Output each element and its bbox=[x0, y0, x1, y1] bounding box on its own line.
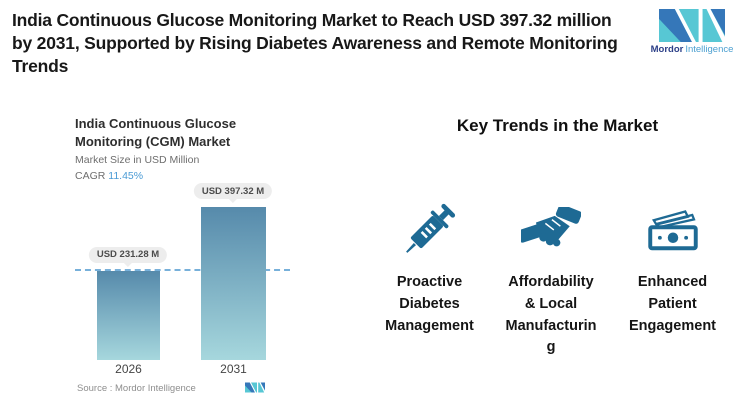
chart-title: India Continuous Glucose Monitoring (CGM… bbox=[75, 116, 237, 149]
axis-label-2026: 2026 bbox=[115, 362, 142, 376]
page-title: India Continuous Glucose Monitoring Mark… bbox=[12, 10, 618, 76]
trend-item-proactive-diabetes: Proactive Diabetes Management bbox=[372, 192, 487, 359]
handshake-icon bbox=[521, 192, 581, 266]
logo-brand-bold: Mordor bbox=[650, 44, 684, 55]
cagr-value: 11.45% bbox=[108, 170, 144, 183]
axis-label-2031: 2031 bbox=[220, 362, 247, 376]
mordor-intelligence-logo: Mordor Intelligence bbox=[646, 9, 738, 55]
chart-subtitle: Market Size in USD Million bbox=[75, 154, 200, 167]
chart-cagr: CAGR 11.45% bbox=[75, 170, 305, 182]
logo-brand-light: Intelligence bbox=[685, 44, 734, 55]
value-label-2031: USD 397.32 M bbox=[193, 183, 273, 199]
syringe-icon bbox=[399, 192, 461, 266]
bar-chart-plot: USD 231.28 M USD 397.32 M bbox=[75, 183, 290, 360]
bar-2031 bbox=[201, 207, 266, 360]
source-note: Source : Mordor Intelligence bbox=[77, 383, 196, 394]
market-chart-panel: India Continuous Glucose Monitoring (CGM… bbox=[75, 115, 305, 415]
reference-dashed-line bbox=[75, 268, 290, 271]
trend-label: Affordability & Local Manufacturin g bbox=[505, 274, 597, 356]
trend-item-affordability: Affordability & Local Manufacturin g bbox=[494, 192, 609, 359]
money-icon bbox=[645, 192, 701, 266]
bar-2026 bbox=[97, 270, 160, 360]
trend-label: Proactive Diabetes Management bbox=[385, 274, 474, 334]
logo-wordmark: Mordor Intelligence bbox=[646, 44, 738, 55]
trend-label: Enhanced Patient Engagement bbox=[628, 274, 716, 334]
mordor-mini-logo-icon bbox=[245, 381, 265, 399]
value-label-2026: USD 231.28 M bbox=[88, 246, 168, 263]
trend-item-engagement: Enhanced Patient Engagement bbox=[615, 192, 730, 359]
trend-list: Proactive Diabetes Management Affordabil… bbox=[372, 192, 730, 359]
mordor-logo-icon bbox=[646, 9, 738, 42]
cagr-label: CAGR bbox=[75, 170, 106, 183]
key-trends-heading: Key Trends in the Market bbox=[456, 116, 659, 135]
